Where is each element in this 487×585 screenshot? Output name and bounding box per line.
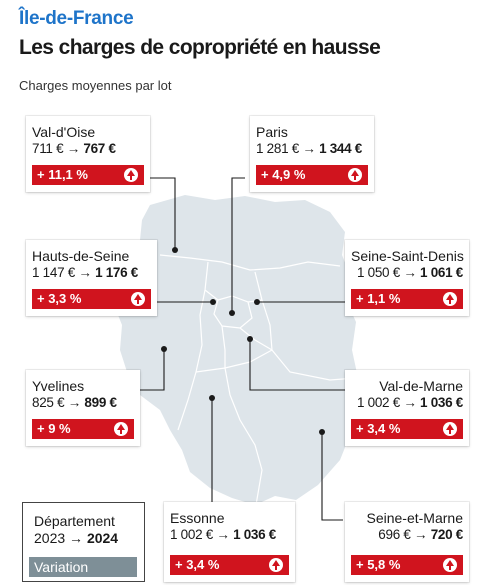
variation-value: + 3,4 % bbox=[356, 421, 401, 436]
card-paris: Paris 1 281 € → 1 344 € + 4,9 % bbox=[250, 116, 374, 192]
arrow-up-icon bbox=[443, 422, 457, 436]
charge-2023: 1 147 € bbox=[32, 265, 75, 280]
card-hauts-de-seine: Hauts-de-Seine 1 147 € → 1 176 € + 3,3 % bbox=[26, 240, 157, 316]
charge-2024: 1 344 € bbox=[319, 141, 363, 156]
variation-value: + 5,8 % bbox=[356, 557, 401, 572]
legend-years: 2023 → 2024 bbox=[34, 530, 119, 546]
variation-badge: + 3,4 % bbox=[170, 555, 289, 575]
department-name: Val-de-Marne bbox=[379, 378, 463, 394]
leader-lines bbox=[136, 177, 345, 521]
department-name: Essonne bbox=[170, 510, 225, 526]
charge-2023: 711 € bbox=[32, 141, 64, 156]
arrow-up-icon bbox=[348, 168, 362, 182]
variation-badge: + 3,4 % bbox=[351, 419, 463, 439]
charges-values: 825 € → 899 € bbox=[32, 395, 117, 410]
card-val-de-marne: Val-de-Marne 1 002 € → 1 036 € + 3,4 % bbox=[345, 370, 469, 446]
variation-value: + 11,1 % bbox=[37, 167, 88, 182]
charges-values: 696 € → 720 € bbox=[378, 527, 464, 542]
kicker: Île-de-France bbox=[19, 8, 134, 29]
charges-values: 1 281 € → 1 344 € bbox=[256, 141, 363, 156]
charge-2024: 1 036 € bbox=[233, 527, 277, 542]
charges-values: 1 002 € → 1 036 € bbox=[356, 395, 463, 410]
department-name: Paris bbox=[256, 124, 288, 140]
arrow-up-icon bbox=[114, 422, 128, 436]
card-seine-saint-denis: Seine-Saint-Denis 1 050 € → 1 061 € + 1,… bbox=[345, 240, 469, 316]
arrow-up-icon bbox=[269, 558, 283, 572]
variation-badge: + 1,1 % bbox=[351, 289, 463, 309]
charge-2024: 1 036 € bbox=[420, 395, 463, 410]
department-name: Yvelines bbox=[32, 378, 85, 394]
region-shape bbox=[112, 195, 358, 505]
legend-year-to: 2024 bbox=[86, 530, 119, 546]
variation-value: + 4,9 % bbox=[261, 167, 306, 182]
department-borders bbox=[159, 254, 357, 506]
charges-values: 1 050 € → 1 061 € bbox=[356, 265, 463, 280]
variation-badge: + 11,1 % bbox=[32, 165, 144, 185]
department-name: Hauts-de-Seine bbox=[32, 248, 130, 264]
charge-2023: 1 281 € bbox=[256, 141, 299, 156]
page-title: Les charges de copropriété en hausse bbox=[19, 36, 381, 59]
leader-dots bbox=[161, 247, 325, 435]
subtitle: Charges moyennes par lot bbox=[19, 78, 172, 93]
variation-value: + 3,4 % bbox=[175, 557, 220, 572]
card-yvelines: Yvelines 825 € → 899 € + 9 % bbox=[26, 370, 140, 446]
legend-variation: Variation bbox=[29, 557, 137, 577]
variation-badge: + 9 % bbox=[32, 419, 134, 439]
department-name: Val-d'Oise bbox=[32, 124, 96, 140]
charges-values: 1 002 € → 1 036 € bbox=[170, 527, 277, 542]
department-name: Seine-et-Marne bbox=[366, 510, 464, 526]
arrow-up-icon bbox=[443, 558, 457, 572]
variation-badge: + 3,3 % bbox=[32, 289, 151, 309]
variation-value: + 3,3 % bbox=[37, 291, 82, 306]
charge-2024: 899 € bbox=[84, 395, 117, 410]
variation-value: + 1,1 % bbox=[356, 291, 401, 306]
charge-2024: 1 061 € bbox=[420, 265, 463, 280]
card-val-d-oise: Val-d'Oise 711 € → 767 € + 11,1 % bbox=[26, 116, 150, 192]
charge-2024: 767 € bbox=[83, 141, 116, 156]
variation-badge: + 4,9 % bbox=[256, 165, 368, 185]
arrow-up-icon bbox=[124, 168, 138, 182]
charge-2023: 1 050 € bbox=[356, 265, 400, 280]
arrow-up-icon bbox=[131, 292, 145, 306]
legend-year-from: 2023 bbox=[34, 530, 66, 546]
charge-2024: 720 € bbox=[430, 527, 464, 542]
charge-2024: 1 176 € bbox=[95, 265, 139, 280]
charge-2023: 1 002 € bbox=[170, 527, 213, 542]
legend: Département 2023 → 2024 Variation bbox=[22, 502, 145, 582]
charge-2023: 825 € bbox=[32, 395, 65, 410]
arrow-up-icon bbox=[443, 292, 457, 306]
charge-2023: 1 002 € bbox=[356, 395, 400, 410]
card-essonne: Essonne 1 002 € → 1 036 € + 3,4 % bbox=[164, 502, 295, 582]
charge-2023: 696 € bbox=[378, 527, 411, 542]
variation-badge: + 5,8 % bbox=[351, 555, 463, 575]
legend-label: Département bbox=[34, 513, 115, 529]
card-seine-et-marne: Seine-et-Marne 696 € → 720 € + 5,8 % bbox=[345, 502, 469, 582]
department-name: Seine-Saint-Denis bbox=[351, 248, 464, 264]
charges-values: 1 147 € → 1 176 € bbox=[32, 265, 139, 280]
variation-value: + 9 % bbox=[37, 421, 71, 436]
charges-values: 711 € → 767 € bbox=[32, 141, 116, 156]
